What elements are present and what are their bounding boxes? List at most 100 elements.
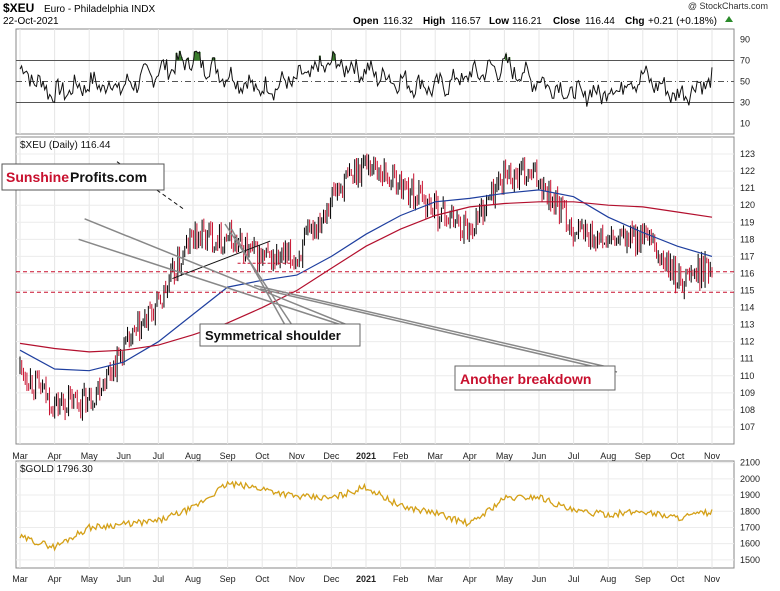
rsi-y-tick-label: 90 [740, 35, 750, 45]
chg-up-arrow-icon [725, 16, 733, 22]
gold-layer [19, 480, 713, 552]
chg-value: +0.21 (+0.18%) [648, 16, 717, 27]
price-y-tick-label: 108 [740, 405, 755, 415]
shoulder-pointer-right [84, 218, 351, 327]
breakdown-pointer-2 [260, 288, 618, 373]
shoulder-annotation-box [199, 323, 361, 347]
gold-y-tick-label: 2100 [740, 458, 760, 468]
gold-x-tick-label: Apr [48, 574, 62, 584]
shoulder-pointer-right-2 [78, 238, 358, 331]
gold-y-tick-label: 1600 [740, 539, 760, 549]
price-y-tick-label: 109 [740, 388, 755, 398]
price-y-tick-label: 111 [740, 354, 754, 364]
gold-y-tick-label: 1700 [740, 522, 760, 532]
price-y-tick-label: 118 [740, 234, 754, 244]
price-y-tick-label: 114 [740, 303, 754, 313]
price-y-tick-label: 112 [740, 337, 754, 347]
gold-x-tick-label: Aug [185, 574, 201, 584]
price-x-tick-label: Aug [185, 451, 201, 461]
low-value: 116.21 [512, 16, 542, 27]
axes-layer: Mar Mar Apr Apr May May Jun Jun Jul Jul Aug Aug Sep S… [12, 35, 760, 585]
gold-x-tick-label: May [496, 574, 514, 584]
gold-x-tick-label: Nov [289, 574, 306, 584]
price-x-tick-label: Oct [255, 451, 270, 461]
open-value: 116.32 [383, 16, 413, 27]
gold-y-tick-label: 1900 [740, 490, 760, 500]
price-x-tick-label: Jun [532, 451, 547, 461]
rsi-layer [16, 50, 734, 107]
shoulder-annotation: Symmetrical shoulder [205, 328, 341, 343]
gold-x-tick-label: May [81, 574, 99, 584]
price-y-tick-label: 113 [740, 320, 754, 330]
gold-panel-frame [15, 460, 735, 569]
gold-y-tick-label: 1800 [740, 506, 760, 516]
high-label: High [423, 16, 445, 27]
moving-average-50 [19, 189, 713, 372]
price-x-tick-label: 2021 [356, 451, 376, 461]
logo-box [1, 163, 165, 191]
gold-x-tick-label: Jul [153, 574, 165, 584]
low-label: Low [489, 16, 509, 27]
gold-x-tick-label: Aug [600, 574, 616, 584]
gold-x-tick-label: Jun [532, 574, 547, 584]
gold-x-tick-label: Sep [220, 574, 236, 584]
gold-x-tick-label: Feb [393, 574, 409, 584]
open-label: Open [353, 16, 379, 27]
header-date: 22-Oct-2021 [3, 16, 59, 27]
price-x-tick-label: Jun [117, 451, 132, 461]
price-x-tick-label: Dec [323, 451, 340, 461]
price-y-tick-label: 121 [740, 183, 755, 193]
logo-profits: Profits.com [70, 169, 147, 185]
rsi-y-tick-label: 70 [740, 56, 750, 66]
price-y-tick-label: 107 [740, 422, 755, 432]
gold-x-tick-label: Dec [323, 574, 340, 584]
breakdown-annotation: Another breakdown [460, 371, 591, 387]
gold-x-tick-label: Mar [12, 574, 28, 584]
header-name: Euro - Philadelphia INDX [44, 4, 155, 15]
gold-x-tick-label: Nov [704, 574, 721, 584]
logo-sunshine: Sunshine [6, 169, 69, 185]
grid-layer [16, 29, 734, 568]
close-value: 116.44 [585, 16, 615, 27]
gold-x-tick-label: Jul [568, 574, 580, 584]
price-x-tick-label: Sep [635, 451, 651, 461]
price-x-tick-label: Feb [393, 451, 409, 461]
gold-x-tick-label: Oct [255, 574, 270, 584]
close-label: Close [553, 16, 581, 27]
price-y-tick-label: 116 [740, 268, 754, 278]
gold-x-tick-label: Sep [635, 574, 651, 584]
breakdown-pointer [254, 284, 613, 369]
high-value: 116.57 [451, 16, 481, 27]
gold-panel-label: $GOLD 1796.30 [20, 464, 93, 475]
gold-price-line [19, 480, 713, 552]
price-x-tick-label: Apr [463, 451, 477, 461]
price-x-tick-label: Aug [600, 451, 616, 461]
price-x-tick-label: Nov [289, 451, 306, 461]
shoulder-pointer-left-2 [224, 223, 293, 326]
gold-x-tick-label: Mar [427, 574, 443, 584]
breakdown-annotation-box [454, 365, 616, 391]
price-y-tick-label: 122 [740, 166, 755, 176]
price-x-tick-label: Oct [670, 451, 685, 461]
price-x-tick-label: Jul [153, 451, 165, 461]
shoulder-pointer-left [230, 228, 286, 326]
price-y-tick-label: 120 [740, 200, 755, 210]
watermark: @ StockCharts.com [688, 1, 768, 11]
price-layer [16, 153, 734, 421]
header-symbol: $XEU [3, 1, 34, 15]
rsi-y-tick-label: 30 [740, 98, 750, 108]
price-x-tick-label: Apr [48, 451, 62, 461]
price-x-tick-label: May [81, 451, 99, 461]
chg-label: Chg [625, 16, 644, 27]
price-panel-label: $XEU (Daily) 116.44 [20, 140, 111, 151]
price-y-tick-label: 119 [740, 217, 754, 227]
rsi-y-tick-label: 50 [740, 77, 750, 87]
price-x-tick-label: Jul [568, 451, 580, 461]
price-x-tick-label: Mar [427, 451, 443, 461]
gold-x-tick-label: Jun [117, 574, 132, 584]
gold-y-tick-label: 2000 [740, 474, 760, 484]
neckline [172, 240, 271, 280]
gold-x-tick-label: Oct [670, 574, 685, 584]
